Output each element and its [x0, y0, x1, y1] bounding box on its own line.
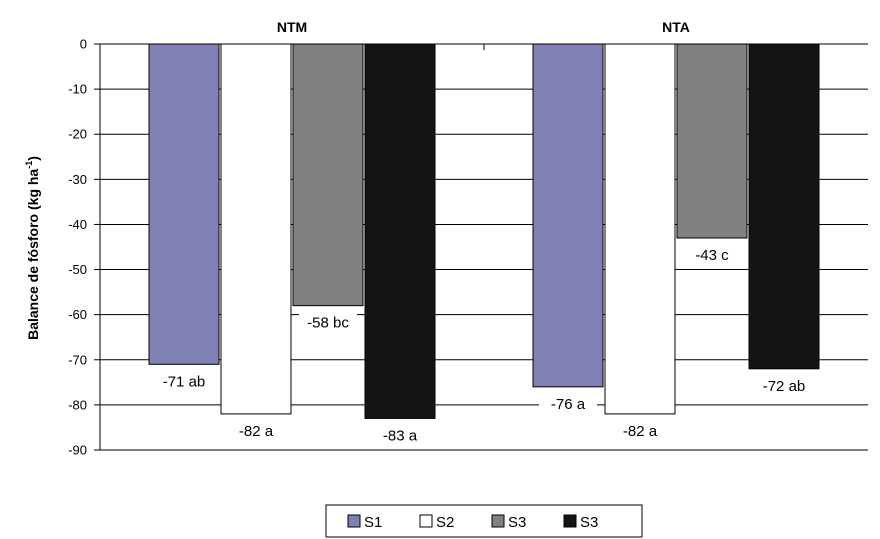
y-axis-label-end: ) — [25, 156, 41, 161]
y-tick-label: 0 — [80, 37, 87, 52]
y-tick-label: -30 — [68, 172, 87, 187]
y-axis-label-main: Balance de fósforo (kg ha — [25, 169, 41, 340]
data-label-background — [539, 393, 597, 415]
category-label: NTM — [277, 19, 307, 35]
legend-swatch — [419, 514, 433, 528]
data-label-background — [227, 420, 285, 442]
y-tick-label: -20 — [68, 127, 87, 142]
legend-label: S2 — [436, 514, 454, 531]
axes — [99, 44, 485, 450]
category-label: NTA — [662, 19, 690, 35]
data-label: -43 c — [695, 247, 729, 264]
legend-swatch — [491, 514, 505, 528]
data-label-background — [683, 244, 741, 266]
legend: S1 S2 S3 S3 — [325, 504, 643, 538]
data-labels: -71 ab -82 a -58 bc -83 a -76 a -82 a -43 c -72… — [155, 244, 813, 447]
bar — [220, 43, 292, 415]
data-label: -72 ab — [763, 378, 806, 395]
data-label: -82 a — [623, 423, 658, 440]
y-tick-label: -40 — [68, 217, 87, 232]
data-label: -58 bc — [307, 315, 349, 332]
y-tick-label: -10 — [68, 82, 87, 97]
data-label-background — [371, 425, 429, 447]
bar — [364, 43, 436, 419]
category-labels: NTM NTA — [277, 19, 690, 35]
legend-swatch — [563, 514, 577, 528]
legend-label: S3 — [580, 514, 598, 531]
bar — [676, 43, 748, 239]
data-label: -82 a — [239, 423, 274, 440]
data-label-background — [755, 375, 813, 397]
y-tick-label: -80 — [68, 397, 87, 412]
legend-box — [325, 504, 643, 538]
y-tick-label: -50 — [68, 262, 87, 277]
y-tick-label: -90 — [68, 443, 87, 458]
y-axis-label-sup: -1 — [24, 161, 34, 169]
y-axis-label: Balance de fósforo (kg ha-1) — [24, 156, 41, 340]
bars — [148, 43, 820, 419]
data-label-background — [155, 371, 213, 393]
data-label: -83 a — [383, 427, 418, 444]
y-tick-label: -70 — [68, 352, 87, 367]
legend-label: S1 — [364, 514, 382, 531]
data-label-background — [299, 312, 357, 334]
legend-swatch — [347, 514, 361, 528]
data-label-background — [611, 420, 669, 442]
bar — [604, 43, 676, 415]
data-label: -71 ab — [163, 373, 206, 390]
y-tick-label: -60 — [68, 307, 87, 322]
bar — [748, 43, 820, 370]
bar — [532, 43, 604, 388]
data-label: -76 a — [551, 396, 586, 413]
bar — [292, 43, 364, 307]
bar — [148, 43, 220, 365]
legend-label: S3 — [508, 514, 526, 531]
y-tick-labels: 0 -10 -20 -30 -40 -50 -60 -70 -80 -90 — [68, 37, 87, 458]
